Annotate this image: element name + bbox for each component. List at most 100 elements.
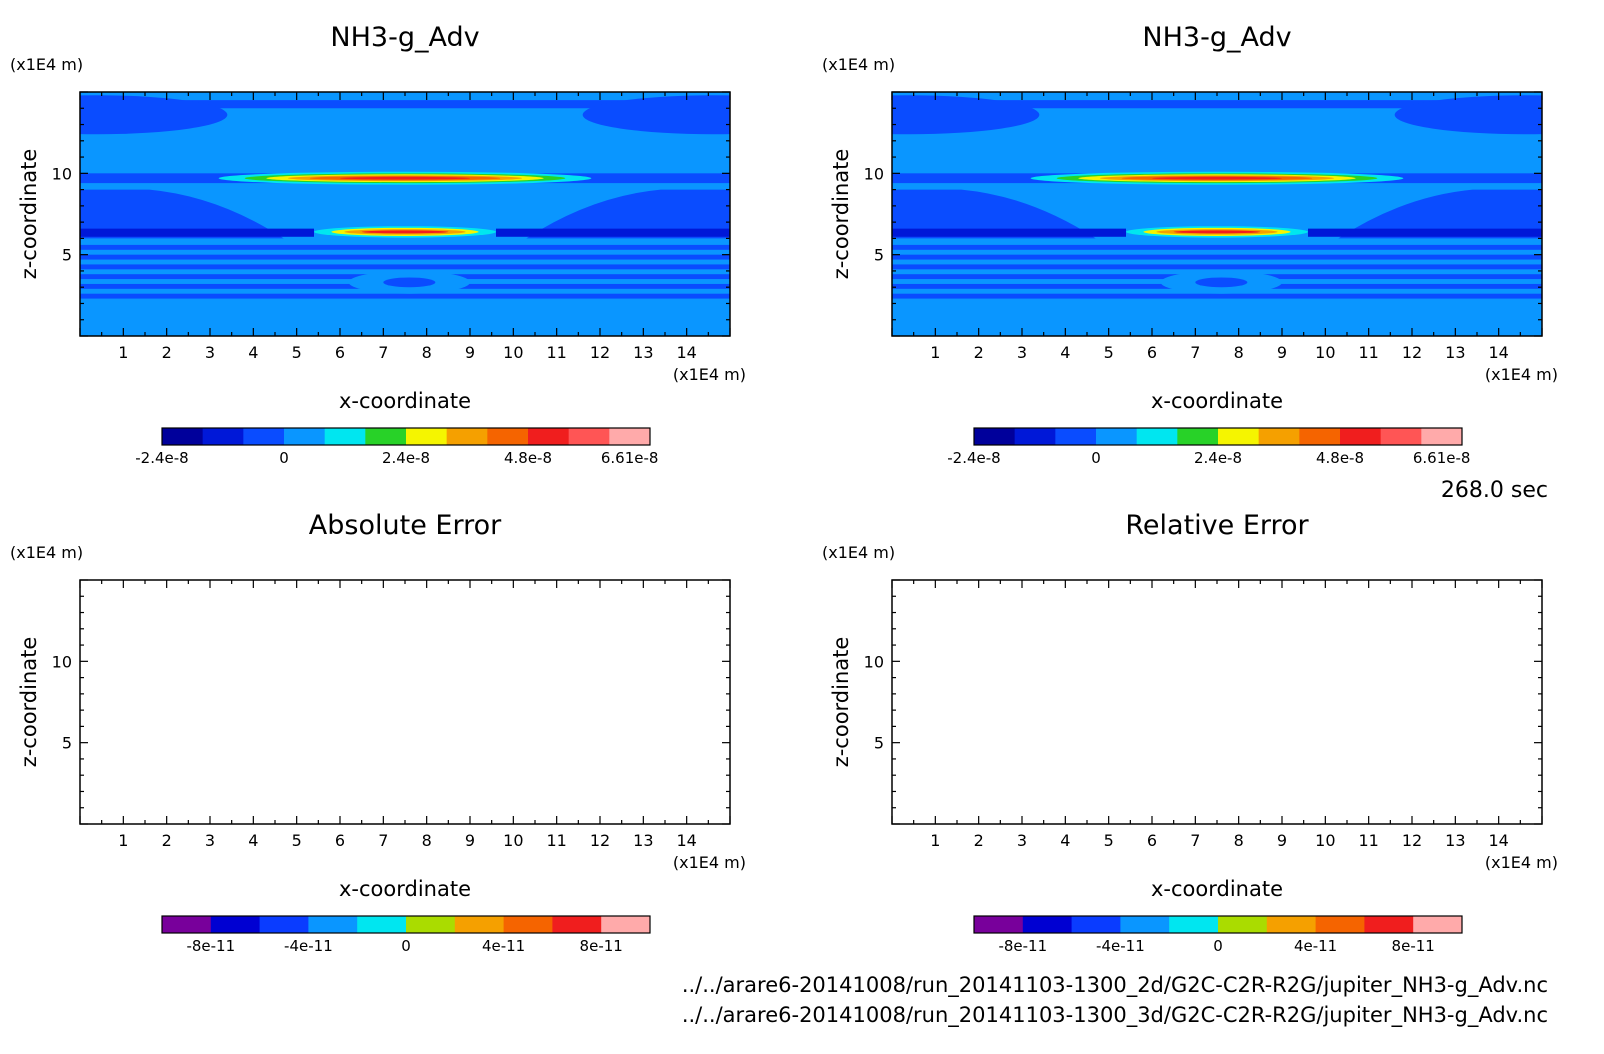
colorbar-tick-label: 4e-11 [1294,937,1337,955]
colorbar-swatch [1413,916,1463,933]
colorbar-swatch [528,428,570,445]
y-unit-label: (x1E4 m) [822,55,895,74]
x-unit-label: (x1E4 m) [673,365,746,384]
x-tick-label: 10 [1315,831,1335,850]
colorbar-tick-label: 4.8e-8 [1316,449,1364,467]
chart-panel-4: Relative Error(x1E4 m)1 2 3 4 5 6 7 8 9 10 11 12 13 1… [822,510,1558,955]
x-tick-label: 7 [1190,831,1200,850]
top-left-lobe [892,95,1040,135]
x-tick-label: 8 [422,831,432,850]
colorbar-swatch [202,428,244,445]
x-tick-label: 4 [1060,831,1070,850]
colorbar-tick-label: 4.8e-8 [504,449,552,467]
colorbar-swatch [259,916,309,933]
field-contour-10 [361,230,449,234]
file-path-2d: ../../arare6-20141008/run_20141103-1300_… [682,973,1548,998]
colorbar-swatch [357,916,407,933]
colorbar-tick-label: 0 [1091,449,1101,467]
x-tick-label: 5 [1104,831,1114,850]
x-tick-label: 4 [248,343,258,362]
x-tick-label: 7 [1190,343,1200,362]
file-path-3d: ../../arare6-20141008/run_20141103-1300_… [682,1003,1548,1028]
x-tick-label: 10 [503,343,523,362]
colorbar-swatch [1096,428,1138,445]
y-unit-label: (x1E4 m) [822,543,895,562]
colorbar-tick-label: 6.61e-8 [601,449,659,467]
colorbar-swatch [1364,916,1414,933]
x-tick-label: 1 [930,343,940,362]
x-tick-label: 14 [1488,831,1508,850]
colorbar-swatch [503,916,553,933]
colorbar-swatch [454,916,505,933]
colorbar-frame [161,915,651,934]
center-core [383,277,436,288]
x-tick-label: 1 [118,831,128,850]
colorbar-swatch [1299,428,1341,445]
colorbar-swatch [1120,916,1170,933]
y-axis-label: z-coordinate [17,149,41,280]
colorbar-swatch [1218,428,1260,445]
colorbar-tick-label: 0 [1213,937,1223,955]
chart-panel-3: Absolute Error(x1E4 m)1 2 3 4 5 6 7 8 9 10 11 12 13 1… [10,510,746,955]
y-axis-label: z-coordinate [17,637,41,768]
x-tick-label: 2 [974,343,984,362]
plot-frame [891,579,1543,825]
x-axis-label: x-coordinate [1151,389,1283,413]
colorbar-swatch [308,916,358,933]
colorbar-tick-label: -2.4e-8 [947,449,1000,467]
colorbar-swatch [446,428,488,445]
colorbar-tick-label: -8e-11 [998,937,1047,955]
colorbar-swatch [1266,916,1317,933]
left-wedge [892,189,1096,239]
colorbar-swatch [406,428,448,445]
y-tick-label: 10 [52,164,72,183]
field-contour-6 [340,176,470,180]
x-tick-label: 4 [248,831,258,850]
x-tick-label: 7 [378,343,388,362]
x-tick-label: 12 [1402,343,1422,362]
field-layer [892,92,1542,336]
colorbar-swatch [406,916,456,933]
chart-title: Absolute Error [309,510,502,541]
stratum-band-2 [892,254,1542,260]
x-tick-label: 11 [1358,831,1378,850]
x-tick-label: 13 [1445,343,1465,362]
colorbar-swatch [552,916,602,933]
x-tick-label: 2 [162,831,172,850]
colorbar-tick-label: -4e-11 [284,937,333,955]
colorbar-swatch [324,428,366,445]
x-tick-label: 8 [422,343,432,362]
stratum-band-6 [892,293,1542,299]
dark-band-right [1308,228,1542,237]
colorbar-swatch [1258,428,1300,445]
colorbar-frame [161,427,651,446]
right-wedge [1338,189,1542,239]
x-unit-label: (x1E4 m) [1485,365,1558,384]
x-tick-label: 9 [465,343,475,362]
colorbar-swatch [1421,428,1463,445]
x-tick-label: 1 [930,831,940,850]
colorbar-swatch [1055,428,1097,445]
colorbar-tick-label: 6.61e-8 [1413,449,1471,467]
x-tick-label: 2 [162,343,172,362]
y-tick-label: 5 [62,734,72,753]
colorbar-swatch [1136,428,1178,445]
stratum-band-2 [80,254,730,260]
y-unit-label: (x1E4 m) [10,543,83,562]
x-axis-label: x-coordinate [1151,877,1283,901]
x-tick-label: 9 [1277,343,1287,362]
x-tick-label: 6 [1147,343,1157,362]
colorbar-tick-label: -8e-11 [186,937,235,955]
y-tick-label: 10 [864,164,884,183]
colorbar-swatch [243,428,285,445]
x-tick-label: 13 [1445,831,1465,850]
colorbar-swatch [1340,428,1382,445]
colorbar-swatch [1014,428,1056,445]
chart-panel-2: NH3-g_Adv(x1E4 m)1 2 3 4 5 6 7 8 9 10 11 12 13 14510(… [822,22,1558,467]
field-contour-6 [1152,176,1282,180]
x-tick-label: 6 [1147,831,1157,850]
x-tick-label: 1 [118,343,128,362]
x-tick-label: 14 [676,831,696,850]
left-wedge [80,189,284,239]
